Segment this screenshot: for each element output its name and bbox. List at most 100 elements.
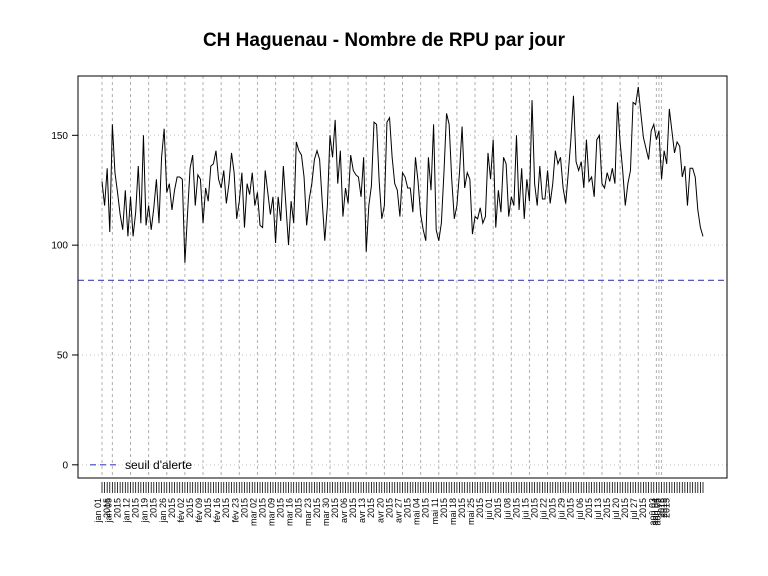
x-tick-label-line: 2015 xyxy=(529,498,539,518)
x-tick-label-line: 2015 xyxy=(656,498,666,518)
x-tick-label-line: jan 12 xyxy=(121,498,131,524)
x-tick-label-line: 2015 xyxy=(548,498,558,518)
x-tick-label-line: mar 30 xyxy=(321,498,331,526)
x-tick-label-line: fév 09 xyxy=(194,498,204,523)
x-tick-label-line: avr 13 xyxy=(357,498,367,523)
x-tick-label: avr 20 2015 xyxy=(375,498,394,523)
x-tick-label: mar 09 2015 xyxy=(267,498,286,526)
x-tick-label-line: 2015 xyxy=(457,498,467,518)
x-tick-label: mar 02 2015 xyxy=(248,498,267,526)
x-tick-label-line: 2015 xyxy=(366,498,376,518)
x-tick-label-line: jui 01 xyxy=(484,498,494,521)
x-tick-label: jul 13 2015 xyxy=(593,498,612,521)
x-tick-label-line: 2015 xyxy=(403,498,413,518)
x-tick-label: avr 06 2015 xyxy=(339,498,358,523)
x-tick-label-line: 2015 xyxy=(475,498,485,518)
x-tick-label: jan 26 2015 xyxy=(158,498,177,524)
x-tick-label: aoû 05 2015 xyxy=(653,498,672,526)
x-tick-label: jan 01 2015 xyxy=(93,498,112,524)
x-tick-label-line: jul 27 xyxy=(629,498,639,521)
x-tick-label-line: 2015 xyxy=(239,498,249,518)
x-tick-label: avr 27 2015 xyxy=(394,498,413,523)
x-tick-label-line: fév 23 xyxy=(230,498,240,523)
x-tick-label-line: 2015 xyxy=(185,498,195,518)
x-tick-label-line: 2015 xyxy=(294,498,304,518)
x-tick-label-line: 2015 xyxy=(102,498,112,518)
x-tick-label: jui 15 2015 xyxy=(520,498,539,521)
x-tick-label-line: 2015 xyxy=(662,498,672,518)
x-tick-label-line: mai 11 xyxy=(430,498,440,524)
x-tick-label-line: mar 23 xyxy=(303,498,313,526)
x-tick-label-line: 2015 xyxy=(566,498,576,518)
x-tick-label-line: aoû 04 xyxy=(650,498,660,526)
x-tick-label-line: jul 13 xyxy=(593,498,603,521)
x-tick-label-line: 2015 xyxy=(493,498,503,518)
x-tick-label-line: fév 16 xyxy=(212,498,222,523)
x-tick-label-line: 2015 xyxy=(584,498,594,518)
x-tick-label: jui 22 2015 xyxy=(539,498,558,521)
x-tick-label: mai 11 2015 xyxy=(430,498,449,524)
x-tick-label-line: 2015 xyxy=(384,498,394,518)
x-tick-label: mar 16 2015 xyxy=(285,498,304,526)
x-tick-label-line: 2015 xyxy=(421,498,431,518)
x-tick-label: avr 13 2015 xyxy=(357,498,376,523)
x-tick-label-line: 2015 xyxy=(620,498,630,518)
y-tick-label: 0 xyxy=(62,460,68,471)
series-line xyxy=(101,86,704,263)
x-tick-label-line: 2015 xyxy=(348,498,358,518)
x-tick-label-line: jui 22 xyxy=(539,498,549,521)
x-tick-label-line: 2015 xyxy=(511,498,521,518)
x-tick-label: jul 06 2015 xyxy=(575,498,594,521)
x-tick-label-line: jui 15 xyxy=(520,498,530,521)
y-tick-label: 150 xyxy=(51,131,68,142)
x-tick-label-line: jan 26 xyxy=(158,498,168,524)
x-tick-label-line: jul 06 xyxy=(575,498,585,521)
x-tick-label-line: 2015 xyxy=(659,498,669,518)
x-tick-label-line: 2015 xyxy=(257,498,267,518)
x-tick-label-line: avr 06 xyxy=(339,498,349,523)
x-tick-label-line: mar 09 xyxy=(267,498,277,526)
x-tick-label: fév 02 2015 xyxy=(176,498,195,523)
y-tick-label: 100 xyxy=(51,241,68,252)
x-tick-label: jui 01 2015 xyxy=(484,498,503,521)
x-tick-label-line: jui 29 xyxy=(557,498,567,521)
x-tick-label: mai 04 2015 xyxy=(412,498,431,525)
x-tick-label: jul 20 2015 xyxy=(611,498,630,521)
chart-title: CH Haguenau - Nombre de RPU par jour xyxy=(202,30,566,51)
x-tick-label-line: fév 02 xyxy=(176,498,186,523)
x-tick-label: mai 25 2015 xyxy=(466,498,485,525)
x-tick-label: jan 19 2015 xyxy=(140,498,159,524)
x-tick-label: fév 16 2015 xyxy=(212,498,231,523)
x-tick-label-line: jan 05 xyxy=(103,498,113,524)
x-tick-label-line: aoû 05 xyxy=(653,498,663,526)
x-tick-label-line: 2015 xyxy=(221,498,231,518)
y-axis: 0 50 100 150 xyxy=(51,131,78,471)
x-tick-label-line: 2015 xyxy=(312,498,322,518)
x-tick-label-line: jan 01 xyxy=(93,498,103,524)
legend: seuil d'alerte xyxy=(90,458,192,472)
x-tick-label-line: mar 02 xyxy=(248,498,258,526)
x-tick-label: mar 23 2015 xyxy=(303,498,322,526)
plot-frame xyxy=(77,75,728,479)
x-tick-label-line: 2015 xyxy=(638,498,648,518)
x-tick-label: jan 12 2015 xyxy=(121,498,140,524)
x-tick-label-line: 2015 xyxy=(203,498,213,518)
x-tick-label-line: 2015 xyxy=(167,498,177,518)
y-tick-label: 50 xyxy=(57,350,69,361)
x-tick-label: jui 29 2015 xyxy=(557,498,576,521)
x-tick-label: mai 18 2015 xyxy=(448,498,467,525)
x-tick-label-line: 2015 xyxy=(439,498,449,518)
grid-lines xyxy=(78,76,727,478)
x-tick-label-line: 2015 xyxy=(112,498,122,518)
x-tick-label-line: mai 04 xyxy=(412,498,422,525)
x-tick-label-line: jan 19 xyxy=(140,498,150,524)
x-tick-label-line: jui 08 xyxy=(502,498,512,521)
x-tick-label-line: 2015 xyxy=(130,498,140,518)
x-tick-label-line: 2015 xyxy=(330,498,340,518)
x-tick-label-line: 2015 xyxy=(276,498,286,518)
x-tick-label: fév 23 2015 xyxy=(230,498,249,523)
x-tick-label-line: mar 16 xyxy=(285,498,295,526)
